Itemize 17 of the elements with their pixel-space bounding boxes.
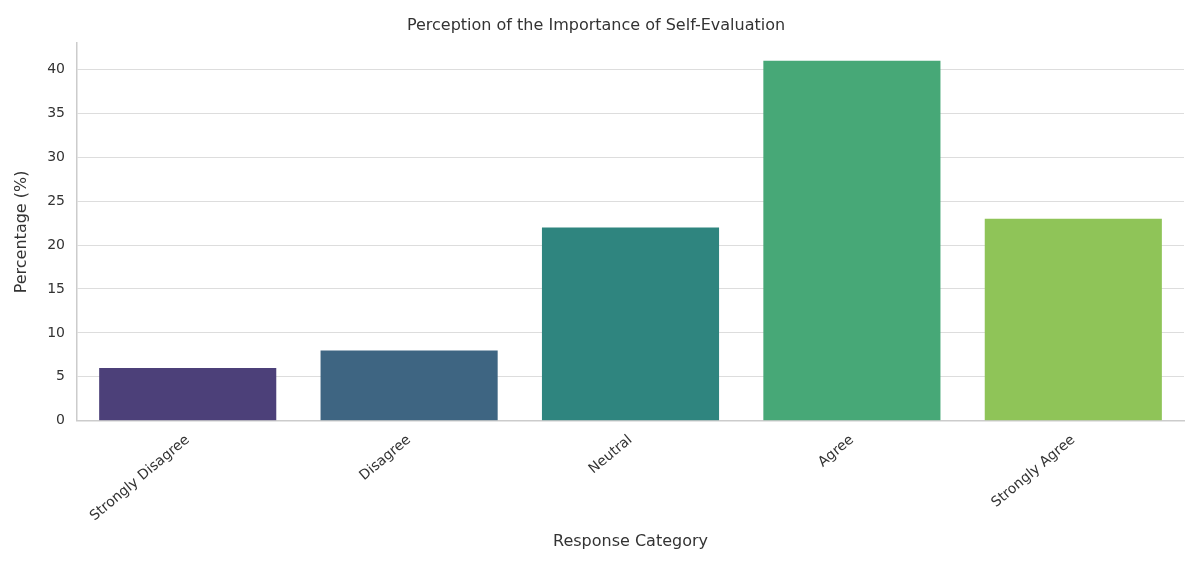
bar xyxy=(320,350,498,421)
y-tick-label: 25 xyxy=(47,191,66,208)
y-tick-label: 35 xyxy=(47,104,66,121)
y-tick-label: 15 xyxy=(47,279,66,296)
y-tick-label: 30 xyxy=(47,147,66,164)
bar xyxy=(541,227,720,421)
y-tick-label: 10 xyxy=(47,323,66,340)
x-axis-title: Response Category xyxy=(553,530,709,550)
y-tick-label: 20 xyxy=(47,235,66,252)
chart-title: Perception of the Importance of Self-Evaluation xyxy=(406,14,786,34)
y-axis-title: Percentage (%) xyxy=(10,170,30,294)
y-tick-label: 40 xyxy=(47,60,66,77)
bar xyxy=(984,218,1162,421)
y-tick-label: 5 xyxy=(56,367,66,384)
y-tick-label: 0 xyxy=(56,411,66,428)
bar xyxy=(99,367,277,421)
bar xyxy=(763,60,941,421)
